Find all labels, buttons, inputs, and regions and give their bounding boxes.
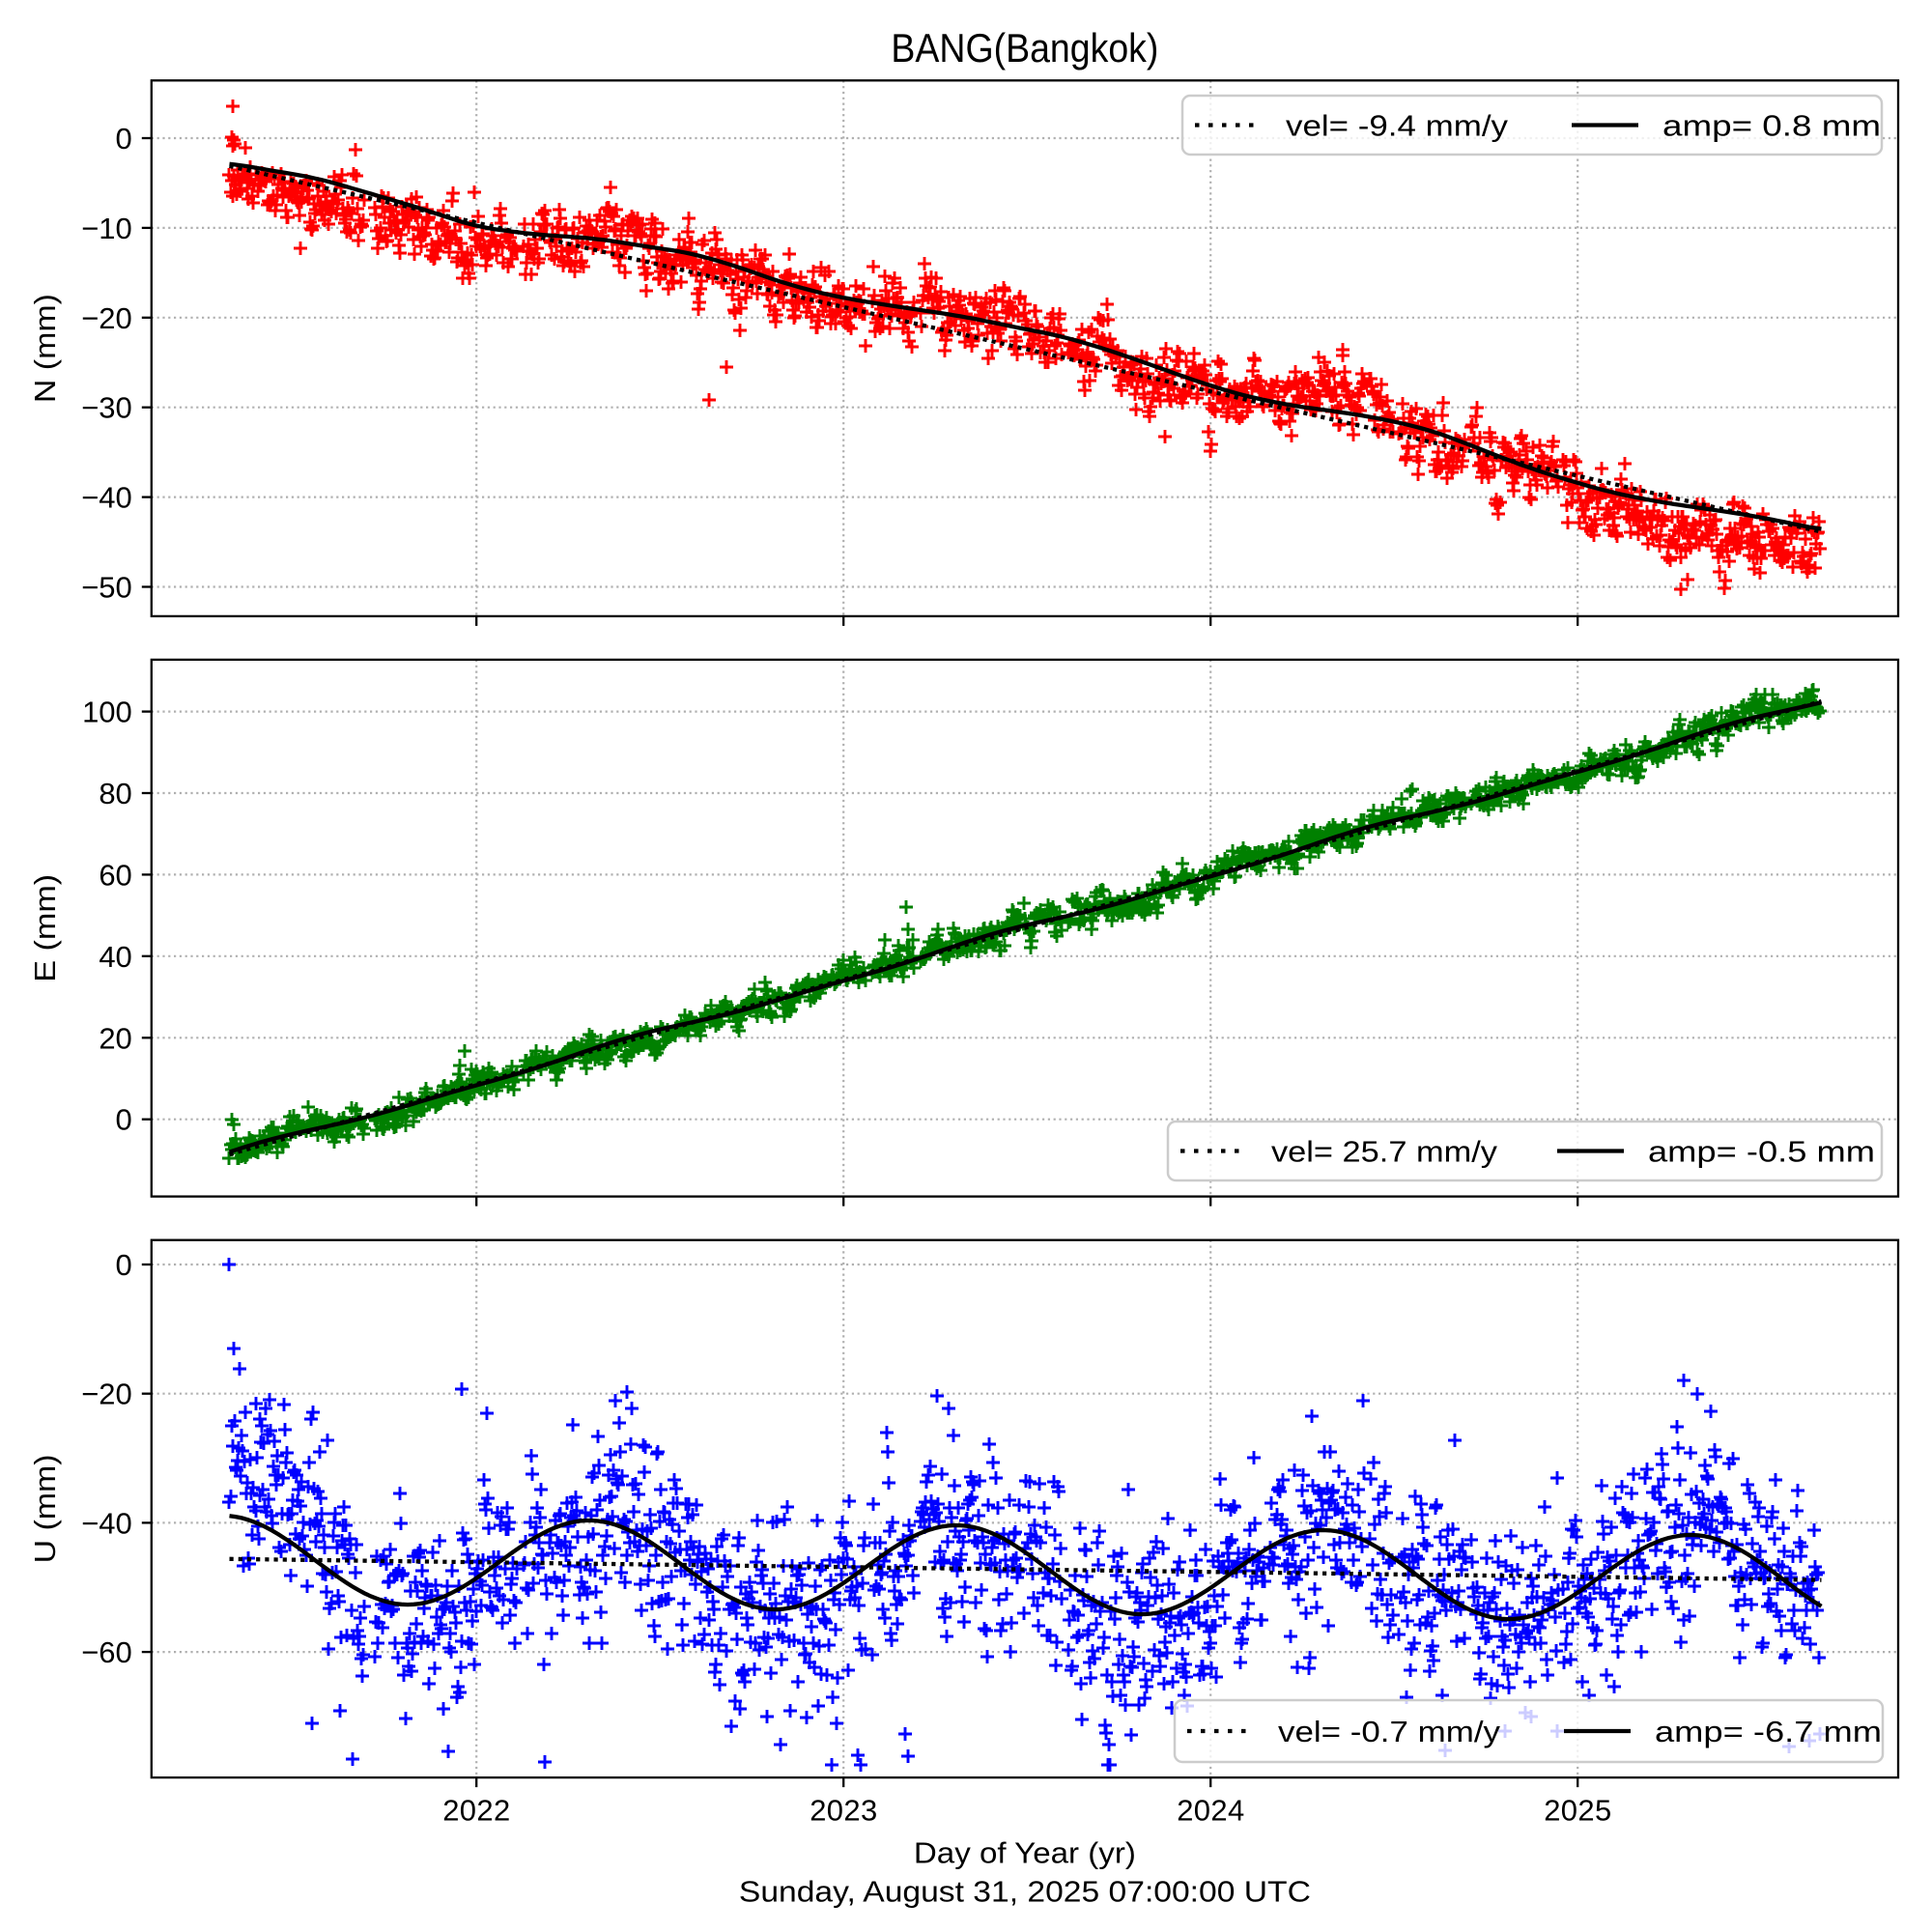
svg-text:Sunday, August 31, 2025 07:00:: Sunday, August 31, 2025 07:00:00 UTC [739,1875,1311,1909]
svg-text:N (mm): N (mm) [28,294,62,403]
svg-text:amp= -6.7 mm: amp= -6.7 mm [1655,1715,1882,1748]
svg-text:−50: −50 [81,571,132,605]
svg-text:80: 80 [99,777,131,810]
svg-text:0: 0 [116,1248,132,1282]
svg-text:vel= 25.7 mm/y: vel= 25.7 mm/y [1271,1135,1498,1169]
svg-text:−20: −20 [81,1378,132,1411]
svg-text:−60: −60 [81,1635,132,1669]
svg-text:40: 40 [99,940,131,974]
svg-text:0: 0 [116,1103,132,1137]
svg-text:U (mm): U (mm) [28,1454,62,1563]
svg-text:0: 0 [116,122,132,156]
svg-text:2022: 2022 [442,1794,510,1828]
svg-text:Day of Year (yr): Day of Year (yr) [914,1836,1136,1870]
svg-text:2023: 2023 [810,1794,877,1828]
svg-text:2025: 2025 [1544,1794,1611,1828]
svg-text:−20: −20 [81,301,132,335]
svg-text:−40: −40 [81,1506,132,1540]
svg-text:amp= -0.5 mm: amp= -0.5 mm [1648,1135,1875,1169]
svg-text:2024: 2024 [1177,1794,1244,1828]
svg-text:BANG(Bangkok): BANG(Bangkok) [891,25,1158,71]
svg-text:−30: −30 [81,391,132,425]
svg-text:−10: −10 [81,212,132,245]
svg-text:vel= -0.7 mm/y: vel= -0.7 mm/y [1278,1715,1501,1748]
svg-text:−40: −40 [81,481,132,515]
svg-text:amp= 0.8 mm: amp= 0.8 mm [1662,109,1881,143]
svg-text:60: 60 [99,858,131,892]
svg-text:100: 100 [82,696,132,729]
svg-text:vel= -9.4 mm/y: vel= -9.4 mm/y [1286,109,1509,143]
svg-text:E (mm): E (mm) [28,874,62,982]
svg-text:20: 20 [99,1021,131,1055]
